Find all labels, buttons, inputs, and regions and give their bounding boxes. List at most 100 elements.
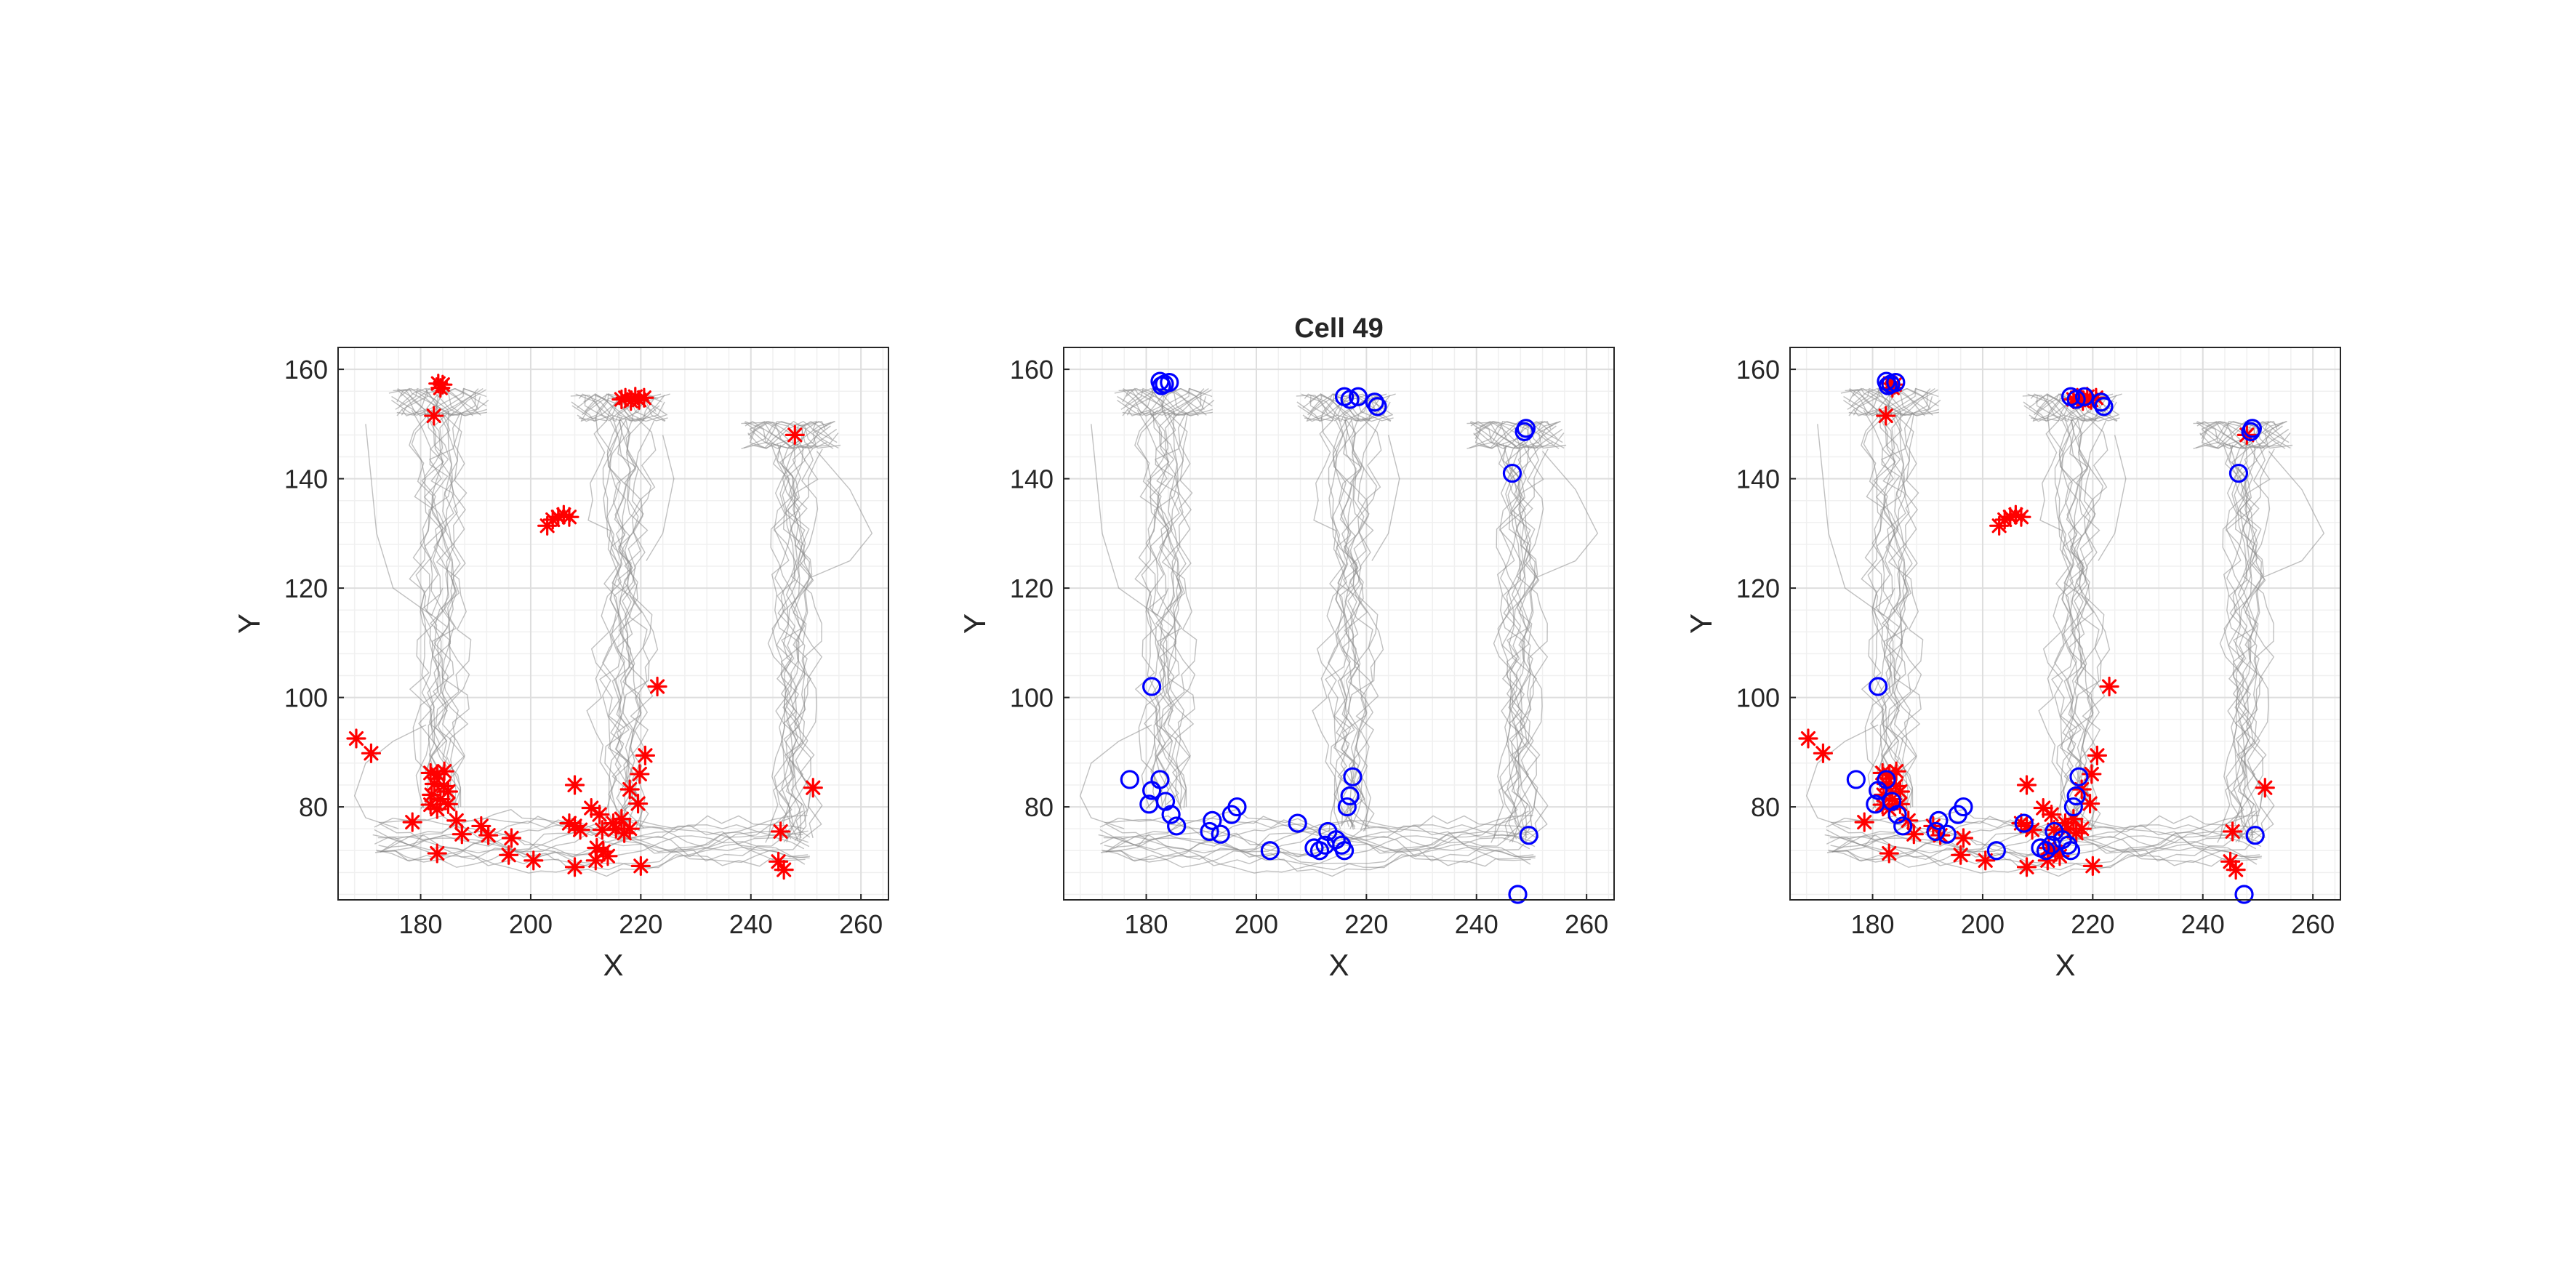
star-marker bbox=[634, 387, 654, 408]
star-marker bbox=[785, 424, 805, 445]
x-tick-label: 180 bbox=[399, 909, 443, 939]
circle-marker bbox=[1926, 821, 1946, 842]
circle-marker bbox=[1142, 677, 1162, 696]
star-marker bbox=[1854, 812, 1874, 832]
y-tick-label: 160 bbox=[284, 355, 328, 385]
star-marker bbox=[501, 828, 522, 848]
trajectory-traces bbox=[1079, 387, 1599, 877]
star-marker bbox=[1798, 728, 1818, 749]
circle-marker bbox=[1200, 821, 1219, 842]
circle-marker bbox=[1937, 824, 1957, 844]
star-marker bbox=[2016, 857, 2037, 877]
panel-3: 180 200 220 240 260 80 100 120 140 160 X Y bbox=[1684, 347, 2341, 982]
x-tick-label: 200 bbox=[509, 909, 553, 939]
x-axis-label: X bbox=[2055, 948, 2075, 982]
x-tick-label: 260 bbox=[2291, 909, 2335, 939]
star-marker bbox=[630, 764, 650, 784]
star-marker bbox=[771, 821, 791, 842]
y-tick-label: 100 bbox=[1010, 683, 1054, 713]
star-marker bbox=[619, 818, 640, 839]
circle-marker bbox=[2066, 390, 2086, 409]
circle-marker bbox=[1340, 390, 1360, 409]
circle-marker bbox=[1203, 810, 1222, 830]
circle-marker bbox=[1337, 797, 1357, 817]
x-axis-label: X bbox=[1328, 948, 1349, 982]
y-tick-label: 120 bbox=[1010, 573, 1054, 603]
circle-marker bbox=[1502, 463, 1522, 483]
circle-marker bbox=[2014, 813, 2034, 833]
star-marker bbox=[2255, 778, 2275, 798]
circle-marker bbox=[1893, 816, 1913, 836]
star-marker bbox=[1953, 828, 1974, 848]
circle-marker bbox=[1368, 397, 1387, 416]
star-marker bbox=[1975, 850, 1996, 871]
star-marker bbox=[564, 775, 585, 795]
circle-marker bbox=[1365, 393, 1384, 412]
star-marker bbox=[559, 507, 579, 527]
star-marker bbox=[2099, 676, 2119, 697]
x-tick-label: 220 bbox=[1344, 909, 1388, 939]
circle-marker bbox=[1343, 767, 1363, 786]
circle-marker bbox=[1340, 786, 1360, 806]
circle-marker bbox=[1150, 770, 1170, 789]
circle-marker bbox=[2063, 797, 2083, 817]
star-marker bbox=[499, 845, 519, 865]
chart-title: Cell 49 bbox=[1294, 313, 1384, 344]
circle-marker bbox=[1948, 805, 1967, 824]
star-marker bbox=[619, 779, 640, 800]
circle-marker bbox=[1304, 838, 1324, 858]
circle-marker bbox=[1211, 824, 1230, 844]
circle-marker bbox=[2061, 841, 2081, 861]
y-tick-label: 140 bbox=[1010, 464, 1054, 494]
circle-marker bbox=[2066, 786, 2086, 806]
star-marker bbox=[589, 805, 610, 825]
x-tick-label: 240 bbox=[2181, 909, 2225, 939]
circle-marker bbox=[2042, 835, 2061, 855]
star-marker bbox=[2087, 745, 2108, 765]
y-axis-label: Y bbox=[232, 613, 266, 634]
circle-marker bbox=[2094, 397, 2114, 416]
x-tick-label: 180 bbox=[1851, 909, 1895, 939]
y-tick-label: 100 bbox=[1736, 683, 1780, 713]
circle-marker bbox=[1986, 841, 2006, 861]
y-tick-label: 80 bbox=[1024, 792, 1054, 822]
x-tick-label: 200 bbox=[1235, 909, 1278, 939]
star-marker bbox=[346, 728, 366, 749]
circle-marker bbox=[1334, 841, 1355, 861]
star-marker bbox=[2079, 793, 2100, 814]
star-marker bbox=[1903, 824, 1924, 845]
circle-marker bbox=[1508, 885, 1528, 904]
x-tick-label: 260 bbox=[1565, 909, 1608, 939]
y-tick-label: 160 bbox=[1736, 355, 1780, 385]
circle-marker bbox=[2069, 767, 2089, 786]
axes-box bbox=[1063, 347, 1615, 901]
star-marker bbox=[1813, 743, 1834, 763]
star-marker bbox=[1876, 406, 1896, 426]
circle-marker bbox=[2234, 885, 2254, 904]
star-marker bbox=[471, 816, 491, 837]
series-circle-markers bbox=[1846, 371, 2265, 904]
circle-marker bbox=[2228, 463, 2249, 483]
series-circle-markers bbox=[1120, 371, 1538, 904]
circle-marker bbox=[1120, 770, 1139, 789]
x-tick-label: 240 bbox=[729, 909, 773, 939]
star-marker bbox=[564, 857, 585, 877]
circle-marker bbox=[1288, 813, 1307, 833]
circle-marker bbox=[1877, 770, 1896, 789]
circle-marker bbox=[1167, 816, 1187, 836]
circle-marker bbox=[1869, 677, 1888, 696]
circle-marker bbox=[2031, 838, 2050, 858]
star-marker bbox=[627, 793, 649, 814]
y-tick-label: 120 bbox=[1736, 573, 1780, 603]
panel-2: 180 200 220 240 260 80 100 120 140 160 X Y Cell 49 bbox=[958, 313, 1615, 982]
x-tick-label: 220 bbox=[2071, 909, 2114, 939]
star-marker bbox=[635, 745, 656, 765]
circle-marker bbox=[2091, 393, 2111, 412]
star-marker bbox=[2041, 805, 2062, 825]
x-tick-label: 220 bbox=[619, 909, 662, 939]
circle-marker bbox=[1929, 810, 1949, 830]
star-marker bbox=[2082, 856, 2103, 876]
star-marker bbox=[803, 778, 823, 798]
